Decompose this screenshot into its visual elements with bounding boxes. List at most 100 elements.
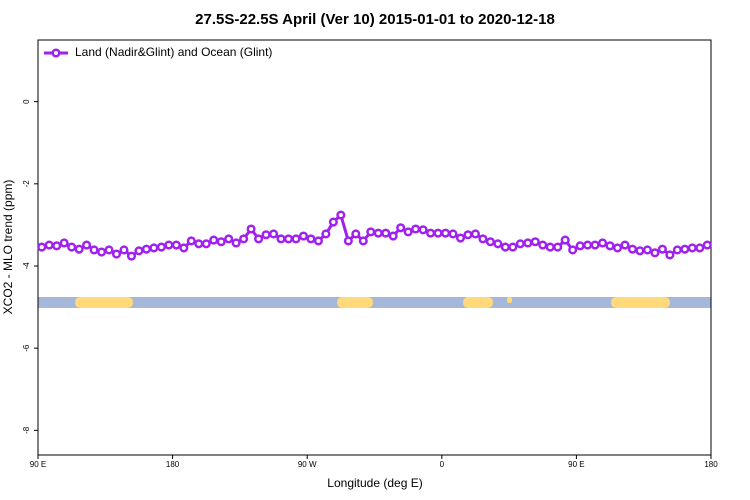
y-tick-label: -8: [22, 426, 31, 434]
data-point: [598, 238, 608, 248]
data-point: [156, 242, 166, 252]
data-point: [515, 239, 525, 249]
data-point: [635, 246, 645, 256]
data-point: [373, 228, 383, 238]
data-point: [680, 244, 690, 254]
data-point: [485, 237, 495, 247]
data-point: [388, 231, 398, 241]
data-point: [612, 243, 623, 253]
data-point: [239, 234, 249, 244]
data-point: [231, 238, 241, 248]
data-point: [702, 240, 712, 250]
land-band: [463, 297, 493, 308]
data-point: [418, 225, 428, 235]
x-tick-label: 180: [166, 460, 180, 469]
data-point: [657, 244, 667, 254]
y-tick-label: 0: [22, 99, 31, 104]
data-point: [59, 238, 69, 248]
land-band: [337, 297, 373, 308]
x-tick-label: 0: [440, 460, 445, 469]
data-point: [52, 241, 62, 251]
data-point: [186, 236, 196, 246]
data-point: [44, 240, 54, 250]
data-point: [298, 231, 309, 241]
data-point: [493, 239, 503, 249]
y-tick-label: -4: [22, 262, 31, 270]
data-point: [82, 240, 92, 250]
data-point: [575, 241, 585, 251]
data-point: [553, 242, 563, 252]
data-point: [313, 236, 323, 246]
data-point: [478, 234, 488, 244]
legend-label: Land (Nadir&Glint) and Ocean (Glint): [75, 45, 272, 59]
data-point: [538, 240, 548, 250]
data-point: [201, 239, 211, 249]
data-point: [381, 228, 391, 238]
data-point: [508, 242, 518, 252]
data-point: [627, 244, 638, 254]
x-tick-label: 90 W: [298, 460, 317, 469]
data-point: [411, 224, 421, 234]
data-point: [269, 229, 279, 239]
data-point: [67, 242, 77, 252]
chart-title: 27.5S-22.5S April (Ver 10) 2015-01-01 to…: [195, 11, 555, 28]
data-point: [126, 251, 137, 261]
data-point: [455, 233, 466, 243]
data-point: [261, 230, 271, 240]
ocean-band: [38, 297, 711, 308]
data-point: [283, 234, 294, 244]
data-point: [665, 250, 675, 260]
data-point: [276, 234, 286, 244]
data-point: [254, 234, 264, 244]
data-point: [343, 236, 353, 246]
data-point: [523, 238, 533, 248]
data-point: [351, 229, 361, 239]
data-point: [530, 237, 540, 247]
legend-marker: [51, 48, 61, 58]
data-point: [306, 234, 316, 244]
data-point: [104, 245, 114, 255]
y-axis-label: XCO2 - MLO trend (ppm): [1, 180, 15, 315]
data-point: [111, 249, 122, 259]
data-point: [396, 223, 406, 233]
data-point: [583, 240, 593, 250]
data-point: [171, 240, 181, 250]
data-point: [216, 237, 226, 247]
data-point: [328, 217, 338, 227]
data-point: [426, 228, 436, 238]
data-point: [321, 229, 331, 239]
data-point: [605, 241, 615, 251]
data-point: [642, 245, 652, 255]
data-point: [179, 243, 189, 253]
data-point: [672, 245, 682, 255]
data-point: [291, 234, 301, 244]
data-point: [687, 243, 697, 253]
data-point: [366, 227, 376, 237]
data-point: [134, 246, 144, 256]
y-tick-label: -2: [22, 180, 31, 188]
data-point: [590, 240, 600, 250]
data-point: [448, 229, 458, 239]
data-point: [149, 243, 159, 253]
data-point: [568, 245, 578, 255]
data-point: [119, 245, 129, 255]
data-point: [246, 224, 256, 234]
data-point: [37, 242, 47, 252]
data-point: [97, 247, 107, 257]
data-point: [695, 243, 705, 253]
data-point: [650, 248, 660, 258]
data-point: [74, 244, 84, 254]
x-tick-label: 90 E: [30, 460, 46, 469]
land-band: [611, 297, 670, 308]
x-tick-label: 180: [704, 460, 718, 469]
data-point: [500, 242, 510, 252]
data-point: [433, 228, 443, 238]
data-point: [545, 242, 555, 252]
data-point: [463, 230, 473, 240]
data-point: [209, 235, 219, 245]
y-tick-label: -6: [22, 344, 31, 352]
data-point: [620, 240, 630, 250]
data-point: [89, 245, 99, 255]
data-point: [440, 228, 451, 238]
